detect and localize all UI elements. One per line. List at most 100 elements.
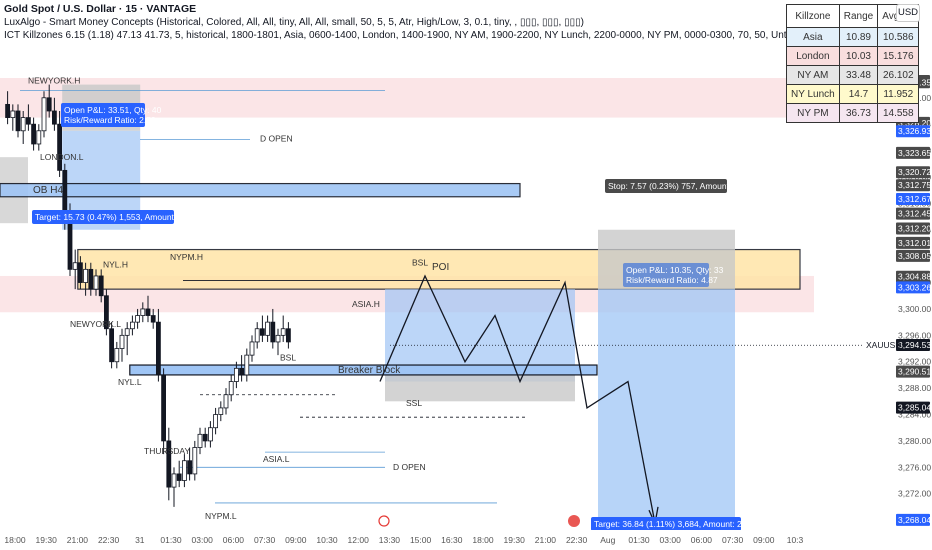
candle-body: [285, 328, 291, 343]
killzone-row-london: London 10.03 15.176: [786, 46, 920, 66]
short-position-target-bg: [591, 517, 741, 531]
candle-body: [249, 341, 255, 356]
candle-body: [62, 169, 68, 217]
price-tick-label: 3,288.00: [898, 383, 931, 393]
candle-body: [31, 123, 37, 145]
price-label-bg: [896, 365, 930, 378]
short-position-stop-bg: [605, 179, 727, 193]
killzone-name: NY Lunch: [786, 84, 840, 104]
candle-body: [280, 328, 286, 336]
time-tick-label: 13:30: [379, 535, 401, 545]
long-position-target-bg: [32, 210, 174, 224]
candle-body: [20, 117, 26, 132]
candle-body: [41, 97, 47, 132]
economic-event-icon: [378, 515, 390, 527]
time-tick-label: 18:00: [472, 535, 494, 545]
killzone-header-range: Range: [838, 4, 879, 28]
killzone-range: 10.03: [838, 46, 879, 66]
candle-body: [207, 427, 213, 442]
time-tick-label: 10:3: [787, 535, 804, 545]
time-tick-label: 01:30: [628, 535, 650, 545]
label-asia-low: ASIA.L: [263, 454, 290, 464]
candle-body: [259, 328, 265, 336]
price-label: 3,268.04: [898, 515, 931, 525]
candle-body: [114, 348, 120, 363]
time-tick-label: 01:30: [160, 535, 182, 545]
killzone-avg: 10.586: [877, 27, 920, 47]
candle-body: [239, 367, 245, 376]
indicator-smc-label[interactable]: LuxAlgo - Smart Money Concepts (Historic…: [4, 17, 584, 28]
label-london-low: LONDON.L: [40, 152, 84, 162]
price-label-bg: [896, 281, 930, 294]
killzone-avg: 14.558: [877, 103, 920, 123]
time-tick-label: 09:00: [753, 535, 775, 545]
candle-body: [155, 321, 161, 376]
label-bsl-lower: BSL: [280, 352, 296, 362]
indicator-killzones-label[interactable]: ICT Killzones 6.15 (1.18) 47.13 41.73, 5…: [4, 30, 900, 41]
price-tick-label: 3,300.00: [898, 304, 931, 314]
price-label: 3,285.04: [898, 403, 931, 413]
price-label-bg: [896, 207, 930, 220]
time-tick-label: 15:00: [410, 535, 432, 545]
label-nypm-low: NYPM.L: [205, 511, 237, 521]
candle-body: [187, 460, 193, 475]
candle-body: [181, 460, 187, 481]
candle-body: [275, 334, 281, 343]
price-tick-label: 3,272.00: [898, 489, 931, 499]
time-tick-label: 31: [135, 535, 145, 545]
price-label-bg: [896, 179, 930, 192]
candle-body: [135, 315, 141, 323]
killzone-table: Killzone Range Avg (5) Asia 10.89 10.586…: [786, 4, 920, 123]
time-tick-label: 06:00: [691, 535, 713, 545]
candle-body: [52, 110, 57, 125]
projected-path: [379, 274, 656, 524]
price-label-bg: [896, 513, 930, 526]
breaker-block-zone: [129, 364, 598, 376]
candle-body: [78, 262, 83, 283]
killzone-range: 10.89: [838, 27, 879, 47]
price-label: 3,326.93: [898, 126, 931, 136]
killzone-range: 33.48: [838, 65, 879, 85]
candle-body: [192, 447, 198, 475]
time-tick-label: 22:30: [566, 535, 588, 545]
long-position-info-line: Open P&L: 33.51, Qty: 40: [64, 105, 162, 115]
price-label: 3,312.67: [898, 194, 931, 204]
price-tick-label: 3,296.00: [898, 330, 931, 340]
time-tick-label: 21:00: [67, 535, 89, 545]
time-tick-label: 09:00: [285, 535, 307, 545]
currency-button[interactable]: USD: [896, 4, 920, 22]
short-position-stop-line: Stop: 7.57 (0.23%) 757, Amount: 750: [608, 181, 748, 191]
price-label: 3,303.26: [898, 282, 931, 292]
candle-body: [98, 275, 104, 297]
time-tick-label: 19:30: [36, 535, 58, 545]
candle-body: [166, 440, 172, 488]
ob-h4-zone: [0, 182, 521, 198]
killzone-name: NY PM: [786, 103, 840, 123]
candle-body: [93, 275, 99, 290]
price-label-bg: [896, 125, 930, 138]
price-label: 3,290.51: [898, 367, 931, 377]
label-thursday: THURSDAY: [144, 446, 190, 456]
candle-body: [197, 433, 203, 448]
candle-body: [119, 334, 125, 349]
candle-body: [218, 407, 224, 415]
price-label: 3,308.05: [898, 251, 931, 261]
us-flag-icon: [568, 515, 580, 527]
killzone-row-ny-am: NY AM 33.48 26.102: [786, 65, 920, 85]
killzone-avg: 11.952: [877, 84, 920, 104]
time-tick-label: 03:00: [660, 535, 682, 545]
label-asia-high: ASIA.H: [352, 299, 380, 309]
price-label: 3,304.88: [898, 272, 931, 282]
price-label-bg: [896, 249, 930, 262]
candle-body: [88, 268, 94, 290]
candle-body: [46, 97, 52, 112]
price-label-bg: [896, 222, 930, 235]
time-tick-label: 16:30: [441, 535, 463, 545]
candle-body: [265, 321, 271, 336]
candle-body: [202, 433, 208, 442]
killzone-name: London: [786, 46, 840, 66]
candle-body: [270, 321, 276, 343]
time-tick-label: Aug: [600, 535, 615, 545]
label-ob-h4: OB H4: [33, 185, 63, 196]
